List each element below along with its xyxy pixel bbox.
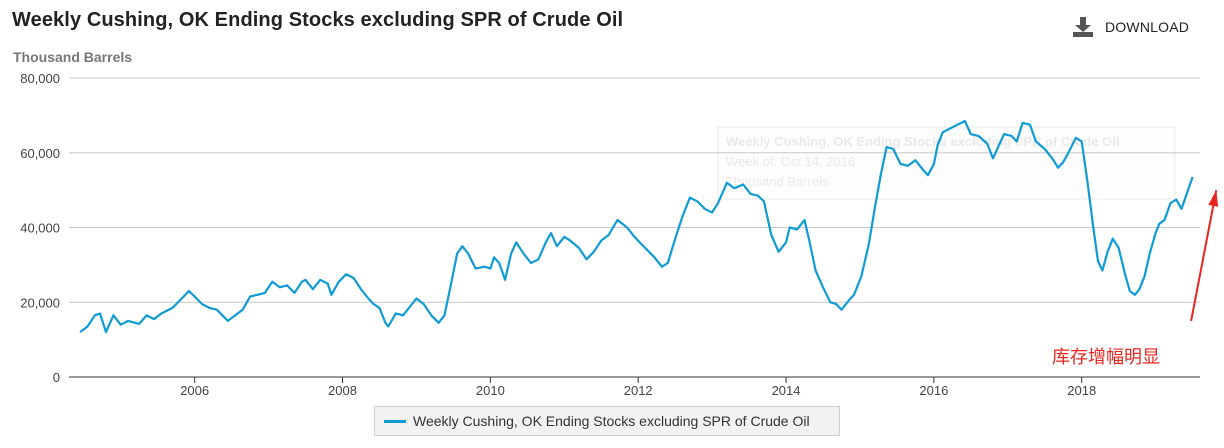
- y-tick-label: 80,000: [20, 71, 60, 86]
- download-button[interactable]: DOWNLOAD: [1072, 16, 1189, 38]
- x-tick-label: 2014: [772, 383, 801, 398]
- y-tick-label: 40,000: [20, 221, 60, 236]
- legend-label: Weekly Cushing, OK Ending Stocks excludi…: [413, 413, 810, 429]
- tooltip-ghost-line3: Thousand Barrels: [726, 174, 829, 189]
- x-tick-label: 2010: [476, 383, 505, 398]
- annotation-label: 库存增幅明显: [1052, 347, 1160, 368]
- tooltip-ghost-line1: Weekly Cushing, OK Ending Stocks excludi…: [726, 134, 1119, 149]
- annotation-arrowhead: [1208, 190, 1219, 207]
- download-label: DOWNLOAD: [1105, 19, 1190, 35]
- download-icon: [1073, 17, 1093, 37]
- x-tick-label: 2006: [180, 383, 209, 398]
- x-tick-label: 2016: [919, 383, 948, 398]
- y-axis-unit-label: Thousand Barrels: [13, 49, 133, 65]
- legend-item[interactable]: Weekly Cushing, OK Ending Stocks excludi…: [374, 406, 840, 436]
- legend-swatch: [384, 419, 406, 423]
- tooltip-ghost-box: [717, 126, 1176, 200]
- x-tick-label: 2012: [624, 383, 653, 398]
- y-tick-label: 60,000: [20, 146, 60, 161]
- tooltip-ghost-line2: Week of: Oct 14, 2016: [726, 154, 855, 169]
- series-line: [79, 119, 1194, 334]
- annotation-arrow-line: [1190, 189, 1218, 322]
- x-tick-label: 2018: [1067, 383, 1096, 398]
- chart-title: Weekly Cushing, OK Ending Stocks excludi…: [12, 9, 624, 31]
- x-tick-label: 2008: [328, 383, 357, 398]
- y-tick-label: 0: [53, 370, 60, 385]
- y-tick-label: 20,000: [20, 295, 60, 310]
